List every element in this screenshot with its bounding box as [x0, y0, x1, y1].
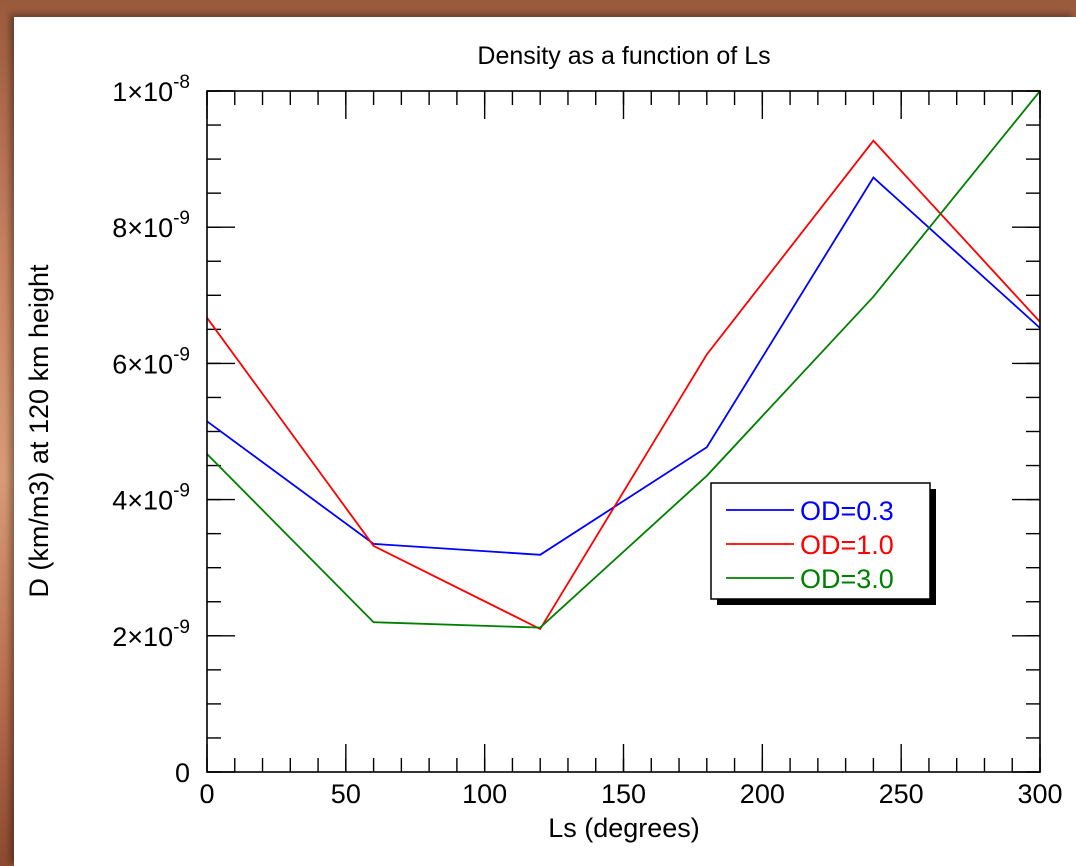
legend-label: OD=3.0: [800, 564, 894, 594]
x-tick-label: 0: [199, 779, 214, 809]
y-tick-label: 1×10-8: [112, 72, 190, 107]
x-tick-label: 150: [601, 779, 646, 809]
x-tick-label: 300: [1017, 779, 1062, 809]
x-tick-label: 250: [879, 779, 924, 809]
x-tick-label: 200: [740, 779, 785, 809]
y-axis-label: D (km/m3) at 120 km height: [24, 264, 54, 598]
y-tick-label: 2×10-9: [112, 617, 190, 652]
series-lines: [206, 90, 1041, 631]
legend: OD=0.3 OD=1.0 OD=3.0: [710, 482, 936, 605]
series-line-od-1-0: [206, 139, 1041, 631]
y-tick-label: 6×10-9: [112, 344, 190, 379]
series-line-od-0-3: [206, 176, 1041, 556]
tick-labels: 0 50 100 150 200 250 300 0 2×10-9 4×10-9 6×10-9 8×1…: [112, 72, 1062, 809]
chart-title: Density as a function of Ls: [477, 42, 770, 70]
legend-label: OD=0.3: [800, 496, 894, 526]
y-tick-label: 0: [175, 758, 190, 788]
y-tick-label: 4×10-9: [112, 481, 190, 516]
plot-panel: [14, 17, 1076, 866]
y-tick-label: 8×10-9: [112, 208, 190, 243]
axis-ticks: [206, 90, 1041, 773]
x-tick-label: 50: [331, 779, 361, 809]
legend-label: OD=1.0: [800, 530, 894, 560]
plot-area-border: [206, 90, 1041, 773]
series-line-od-3-0: [206, 90, 1041, 629]
x-axis-label: Ls (degrees): [548, 813, 700, 843]
x-tick-label: 100: [462, 779, 507, 809]
legend-box: [710, 482, 931, 600]
